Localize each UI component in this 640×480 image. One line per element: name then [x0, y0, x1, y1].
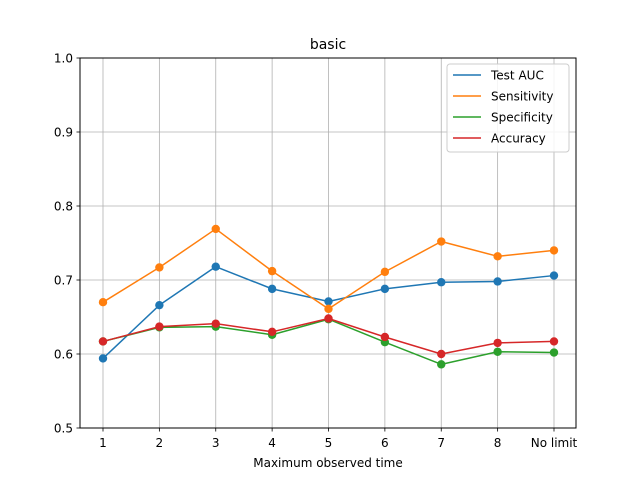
- x-tick-label: 1: [99, 436, 107, 450]
- data-point: [211, 262, 220, 271]
- data-point: [493, 347, 502, 356]
- data-point: [98, 337, 108, 346]
- data-point: [267, 266, 277, 276]
- x-tick-label: 6: [381, 436, 389, 450]
- legend-label: Test AUC: [490, 69, 544, 83]
- data-point: [437, 349, 446, 359]
- data-point: [380, 332, 390, 342]
- chart-title: basic: [310, 37, 346, 53]
- data-point: [493, 277, 502, 286]
- y-tick-label: 0.5: [54, 422, 73, 436]
- x-axis-label: Maximum observed time: [253, 456, 403, 470]
- data-point: [493, 252, 502, 261]
- data-point: [98, 298, 108, 307]
- y-tick-label: 0.7: [54, 274, 73, 288]
- data-point: [211, 319, 220, 328]
- data-point: [211, 224, 220, 234]
- series-layer: [98, 224, 559, 369]
- legend-label: Specificity: [491, 111, 553, 125]
- x-tick-label: No limit: [531, 436, 578, 450]
- data-point: [437, 237, 446, 246]
- x-tick-label: 2: [156, 436, 164, 450]
- y-tick-label: 0.9: [54, 126, 73, 140]
- x-tick-label: 3: [212, 436, 220, 450]
- data-point: [493, 338, 502, 348]
- data-point: [549, 271, 559, 280]
- data-point: [267, 284, 277, 294]
- y-axis: 0.5 0.6 0.7 0.8 0.9 1.0: [54, 52, 80, 436]
- series-sensitivity: [98, 224, 559, 314]
- legend-box: [446, 63, 570, 153]
- data-point: [437, 278, 446, 287]
- data-point: [380, 267, 390, 277]
- data-point: [267, 327, 277, 336]
- y-tick-label: 0.6: [54, 348, 73, 362]
- data-point: [324, 314, 333, 323]
- plot-frame: [79, 57, 577, 429]
- series-accuracy: [98, 314, 559, 359]
- legend-label: Sensitivity: [491, 90, 553, 104]
- data-point: [155, 300, 164, 310]
- x-axis: 1 2 3 4 5 6 7 8 No limit: [99, 428, 578, 450]
- data-point: [324, 304, 333, 314]
- y-tick-label: 1.0: [54, 52, 73, 66]
- legend-label: Accuracy: [491, 132, 546, 146]
- series-test-auc: [98, 262, 559, 363]
- data-point: [155, 322, 164, 331]
- data-point: [155, 263, 164, 272]
- data-point: [549, 348, 559, 357]
- data-point: [380, 284, 390, 294]
- data-point: [437, 360, 446, 369]
- x-tick-label: 7: [437, 436, 445, 450]
- y-tick-label: 0.8: [54, 200, 73, 214]
- x-tick-label: 8: [494, 436, 502, 450]
- legend: Test AUC Sensitivity Specificity Accuracy: [446, 63, 570, 153]
- data-point: [324, 297, 333, 306]
- data-point: [549, 337, 559, 346]
- data-point: [98, 354, 108, 363]
- x-tick-label: 5: [325, 436, 333, 450]
- data-point: [549, 246, 559, 255]
- x-tick-label: 4: [268, 436, 276, 450]
